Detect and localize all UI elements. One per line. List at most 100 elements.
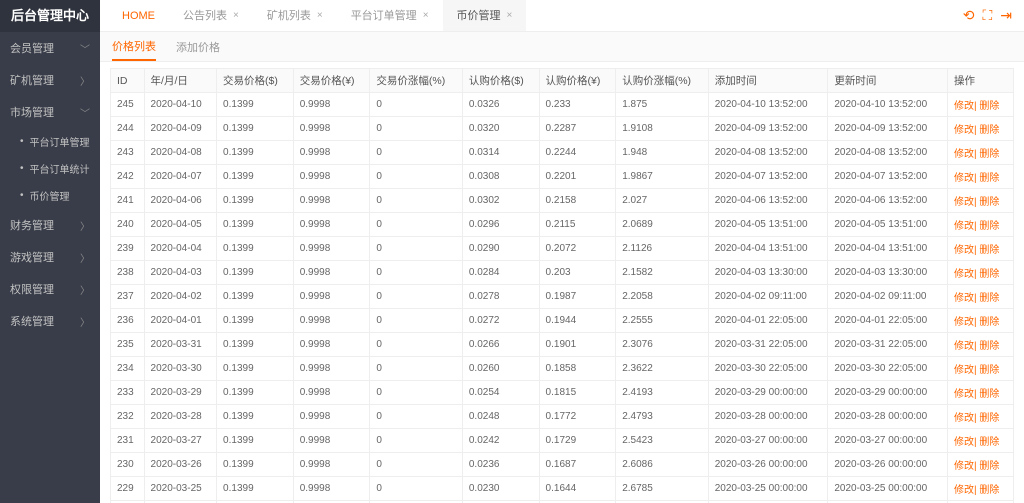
table-cell: 0.9998 [293, 453, 370, 477]
table-cell: 0.1399 [217, 405, 294, 429]
table-cell: 2020-04-02 09:11:00 [828, 285, 948, 309]
edit-link[interactable]: 修改 [954, 245, 974, 256]
table-cell-operate: 修改| 删除 [947, 141, 1013, 165]
edit-link[interactable]: 修改 [954, 221, 974, 232]
edit-link[interactable]: 修改 [954, 341, 974, 352]
table-cell: 2020-03-30 22:05:00 [828, 357, 948, 381]
table-cell-operate: 修改| 删除 [947, 237, 1013, 261]
close-icon[interactable]: × [423, 0, 429, 32]
tab-platform-order[interactable]: 平台订单管理× [337, 0, 443, 31]
edit-link[interactable]: 修改 [954, 461, 974, 472]
delete-link[interactable]: 删除 [979, 413, 999, 424]
table-cell: 0.9998 [293, 237, 370, 261]
table-row: 2392020-04-040.13990.999800.02900.20722.… [111, 237, 1014, 261]
tab-home[interactable]: HOME [108, 0, 169, 31]
delete-link[interactable]: 删除 [979, 317, 999, 328]
delete-link[interactable]: 删除 [979, 485, 999, 496]
fullscreen-icon[interactable]: ⛶ [982, 7, 992, 24]
subtab-add-price[interactable]: 添加价格 [176, 34, 220, 60]
edit-link[interactable]: 修改 [954, 317, 974, 328]
table-cell: 2020-03-31 22:05:00 [828, 333, 948, 357]
nav-system[interactable]: 系统管理〉 [0, 305, 100, 337]
edit-link[interactable]: 修改 [954, 389, 974, 400]
delete-link[interactable]: 删除 [979, 197, 999, 208]
table-cell-operate: 修改| 删除 [947, 381, 1013, 405]
edit-link[interactable]: 修改 [954, 293, 974, 304]
edit-link[interactable]: 修改 [954, 125, 974, 136]
table-cell: 0.9998 [293, 261, 370, 285]
edit-link[interactable]: 修改 [954, 173, 974, 184]
delete-link[interactable]: 删除 [979, 221, 999, 232]
table-cell: 0.9998 [293, 381, 370, 405]
delete-link[interactable]: 删除 [979, 149, 999, 160]
table-cell: 0 [370, 405, 462, 429]
edit-link[interactable]: 修改 [954, 101, 974, 112]
delete-link[interactable]: 删除 [979, 101, 999, 112]
edit-link[interactable]: 修改 [954, 437, 974, 448]
delete-link[interactable]: 删除 [979, 461, 999, 472]
table-cell: 0.1815 [539, 381, 616, 405]
delete-link[interactable]: 删除 [979, 293, 999, 304]
edit-link[interactable]: 修改 [954, 149, 974, 160]
table-cell: 0 [370, 333, 462, 357]
table-cell: 0 [370, 213, 462, 237]
delete-link[interactable]: 删除 [979, 341, 999, 352]
delete-link[interactable]: 删除 [979, 365, 999, 376]
table-cell: 2020-03-28 00:00:00 [708, 405, 828, 429]
edit-link[interactable]: 修改 [954, 269, 974, 280]
nav-sub-platform-stats[interactable]: 平台订单统计 [0, 155, 100, 182]
close-icon[interactable]: × [507, 0, 513, 32]
chevron-right-icon: 〉 [80, 282, 90, 297]
table-cell: 2020-03-26 00:00:00 [828, 453, 948, 477]
refresh-icon[interactable]: ⟲ [963, 7, 975, 24]
delete-link[interactable]: 删除 [979, 125, 999, 136]
table-cell: 0.9998 [293, 477, 370, 501]
table-cell: 0.0236 [462, 453, 539, 477]
table-row: 2382020-04-030.13990.999800.02840.2032.1… [111, 261, 1014, 285]
close-icon[interactable]: × [317, 0, 323, 32]
nav-finance[interactable]: 财务管理〉 [0, 209, 100, 241]
delete-link[interactable]: 删除 [979, 245, 999, 256]
tab-price[interactable]: 币价管理× [443, 0, 527, 31]
subtab-price-list[interactable]: 价格列表 [112, 33, 156, 61]
table-cell: 0.1399 [217, 141, 294, 165]
table-row: 2292020-03-250.13990.999800.02300.16442.… [111, 477, 1014, 501]
delete-link[interactable]: 删除 [979, 389, 999, 400]
nav-miner[interactable]: 矿机管理〉 [0, 64, 100, 96]
table-cell: 2.0689 [616, 213, 708, 237]
table-row: 2332020-03-290.13990.999800.02540.18152.… [111, 381, 1014, 405]
tab-announcement[interactable]: 公告列表× [169, 0, 253, 31]
table-cell: 0.1687 [539, 453, 616, 477]
delete-link[interactable]: 删除 [979, 173, 999, 184]
edit-link[interactable]: 修改 [954, 197, 974, 208]
table-cell: 2020-04-06 [144, 189, 217, 213]
delete-link[interactable]: 删除 [979, 437, 999, 448]
table-cell: 0.1987 [539, 285, 616, 309]
close-icon[interactable]: × [233, 0, 239, 32]
th-id: ID [111, 69, 145, 93]
logout-icon[interactable]: ⇥ [1000, 7, 1012, 24]
table-cell: 0.0296 [462, 213, 539, 237]
table-cell: 2.2555 [616, 309, 708, 333]
table-cell: 0.0284 [462, 261, 539, 285]
delete-link[interactable]: 删除 [979, 269, 999, 280]
table-cell: 0 [370, 165, 462, 189]
nav-sub-price[interactable]: 币价管理 [0, 182, 100, 209]
nav-member[interactable]: 会员管理﹀ [0, 32, 100, 64]
table-cell: 2020-04-10 [144, 93, 217, 117]
table-cell: 0.0272 [462, 309, 539, 333]
price-table: ID 年/月/日 交易价格($) 交易价格(¥) 交易价涨幅(%) 认购价格($… [110, 68, 1014, 503]
table-row: 2362020-04-010.13990.999800.02720.19442.… [111, 309, 1014, 333]
edit-link[interactable]: 修改 [954, 413, 974, 424]
tab-miner-list[interactable]: 矿机列表× [253, 0, 337, 31]
edit-link[interactable]: 修改 [954, 485, 974, 496]
table-cell: 0.0254 [462, 381, 539, 405]
edit-link[interactable]: 修改 [954, 365, 974, 376]
table-cell: 235 [111, 333, 145, 357]
table-cell: 0.0242 [462, 429, 539, 453]
nav-market[interactable]: 市场管理﹀ [0, 96, 100, 128]
nav-sub-platform-order[interactable]: 平台订单管理 [0, 128, 100, 155]
table-cell: 2020-04-05 13:51:00 [828, 213, 948, 237]
nav-game[interactable]: 游戏管理〉 [0, 241, 100, 273]
nav-permission[interactable]: 权限管理〉 [0, 273, 100, 305]
